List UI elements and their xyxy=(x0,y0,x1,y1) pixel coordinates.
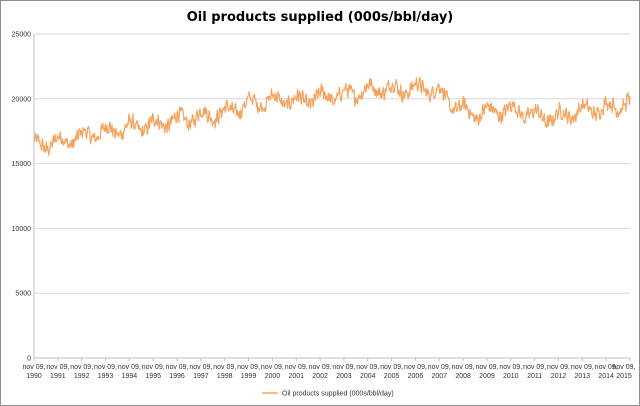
x-tick-label: nov 09, 1990 xyxy=(23,364,46,380)
x-tick-label: nov 09, 2007 xyxy=(428,364,451,380)
x-tick-label: nov 09, 1991 xyxy=(46,364,69,380)
x-tick-label: nov 09, 1999 xyxy=(237,364,260,380)
x-tick-label: nov 09, 1993 xyxy=(94,364,117,380)
x-tick-label: nov 09, 2001 xyxy=(285,364,308,380)
x-tick-label: nov 09, 2009 xyxy=(475,364,498,380)
x-tick-label: nov 09, 2008 xyxy=(452,364,475,380)
x-tick-label: nov 09, 1998 xyxy=(213,364,236,380)
x-tick-label: nov 09, 2006 xyxy=(404,364,427,380)
x-tick-label: nov 09, 2005 xyxy=(380,364,403,380)
y-tick-label: 20000 xyxy=(12,96,32,103)
x-tick-label: nov 09, 1994 xyxy=(118,364,141,380)
x-tick-label: nov 09, 2015 xyxy=(613,364,636,380)
series-layer xyxy=(33,76,631,156)
y-tick-label: 0 xyxy=(27,356,31,363)
x-tick-label: nov 09, 2003 xyxy=(332,364,355,380)
legend-label: Oil products supplied (000s/bbl/day) xyxy=(282,391,394,398)
x-tick-label: nov 09, 2002 xyxy=(309,364,332,380)
x-tick-label: nov 09, 1997 xyxy=(189,364,212,380)
y-tick-label: 5000 xyxy=(15,291,31,298)
y-tick-label: 15000 xyxy=(12,161,32,168)
x-tick-label: nov 09, 2012 xyxy=(547,364,570,380)
x-tick-label: nov 09, 2010 xyxy=(499,364,522,380)
x-tick-label: nov 09, 2004 xyxy=(356,364,379,380)
x-tick-label: nov 09, 1992 xyxy=(70,364,93,380)
y-tick-label: 25000 xyxy=(12,32,32,39)
x-tick-label: nov 09, 1995 xyxy=(142,364,165,380)
x-tick-label: nov 09, 1996 xyxy=(166,364,189,380)
series-line-oil-products-supplied xyxy=(33,76,631,156)
x-tick-label: nov 09, 2013 xyxy=(571,364,594,380)
chart-title: Oil products supplied (000s/bbl/day) xyxy=(186,10,454,25)
legend: Oil products supplied (000s/bbl/day) xyxy=(262,391,394,398)
x-tick-label: nov 09, 2011 xyxy=(523,364,546,380)
x-tick-label: nov 09, 2000 xyxy=(261,364,284,380)
y-tick-label: 10000 xyxy=(12,226,32,233)
grid-layer xyxy=(34,33,630,359)
x-tick-label: nov 09, 2014 xyxy=(595,364,618,380)
